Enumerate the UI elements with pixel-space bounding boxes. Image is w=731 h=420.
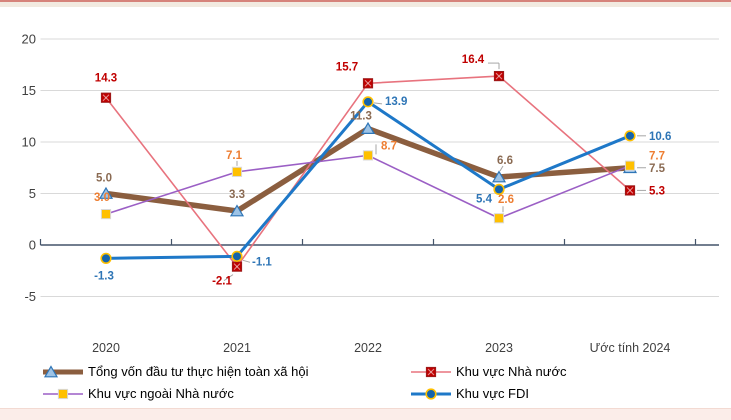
svg-text:3.3: 3.3 [229, 189, 245, 201]
series-0 [98, 121, 638, 217]
series-2 [100, 150, 636, 224]
bottom-accent-band [0, 408, 731, 420]
svg-text:-2.1: -2.1 [212, 276, 232, 288]
svg-text:0: 0 [29, 238, 36, 253]
svg-text:20: 20 [22, 32, 36, 47]
legend-item-state-sector[interactable]: Khu vực Nhà nước [410, 364, 566, 379]
legend-swatch-fdi-icon [411, 387, 451, 400]
svg-text:11.3: 11.3 [350, 111, 372, 123]
svg-text:7.7: 7.7 [649, 151, 665, 163]
svg-text:7.1: 7.1 [226, 150, 243, 162]
svg-text:10.6: 10.6 [649, 131, 671, 143]
legend-row-2: Khu vực ngoài Nhà nước Khu vực FDI [0, 386, 731, 401]
svg-text:2.6: 2.6 [498, 194, 514, 206]
svg-text:16.4: 16.4 [462, 54, 485, 66]
legend-item-non-state-sector[interactable]: Khu vực ngoài Nhà nước [42, 386, 410, 401]
legend-label-state-sector: Khu vực Nhà nước [456, 364, 567, 379]
svg-text:13.9: 13.9 [385, 96, 407, 108]
legend-label-non-state-sector: Khu vực ngoài Nhà nước [88, 386, 234, 401]
line-chart: 20 15 10 5 0 -5 2020 2021 2022 2023 Ước tính 2024 5… [22, 32, 719, 355]
svg-text:7.5: 7.5 [649, 163, 666, 175]
svg-text:15: 15 [22, 83, 36, 98]
legend-label-fdi-sector: Khu vực FDI [456, 386, 529, 401]
svg-text:8.7: 8.7 [381, 140, 397, 152]
legend-swatch-total-icon [43, 364, 83, 377]
svg-text:5: 5 [29, 186, 36, 201]
svg-text:10: 10 [22, 135, 36, 150]
legend-row-1: Tổng vốn đầu tư thực hiện toàn xã hội Kh… [0, 364, 731, 379]
svg-text:15.7: 15.7 [336, 61, 358, 73]
top-accent-bar [0, 0, 731, 7]
svg-text:5.3: 5.3 [649, 185, 665, 197]
svg-text:2022: 2022 [354, 341, 382, 355]
series-1 [100, 70, 636, 272]
svg-text:5.4: 5.4 [476, 193, 493, 205]
legend-swatch-state-icon [411, 366, 451, 377]
svg-text:5.0: 5.0 [96, 173, 112, 185]
svg-text:2020: 2020 [92, 341, 120, 355]
svg-text:2021: 2021 [223, 341, 251, 355]
chart-legend: Tổng vốn đầu tư thực hiện toàn xã hội Kh… [0, 364, 731, 408]
series-3 [100, 96, 636, 264]
svg-text:14.3: 14.3 [95, 73, 117, 85]
svg-text:6.6: 6.6 [497, 155, 513, 167]
svg-text:Ước tính 2024: Ước tính 2024 [590, 341, 671, 355]
svg-text:-1.1: -1.1 [252, 256, 272, 268]
svg-text:-5: -5 [24, 289, 36, 304]
legend-swatch-non-state-icon [43, 388, 83, 399]
svg-text:3.0: 3.0 [94, 192, 110, 204]
svg-text:2023: 2023 [485, 341, 513, 355]
legend-item-total[interactable]: Tổng vốn đầu tư thực hiện toàn xã hội [42, 364, 410, 379]
svg-text:-1.3: -1.3 [94, 270, 114, 282]
legend-item-fdi-sector[interactable]: Khu vực FDI [410, 386, 529, 401]
legend-label-total: Tổng vốn đầu tư thực hiện toàn xã hội [88, 364, 309, 379]
